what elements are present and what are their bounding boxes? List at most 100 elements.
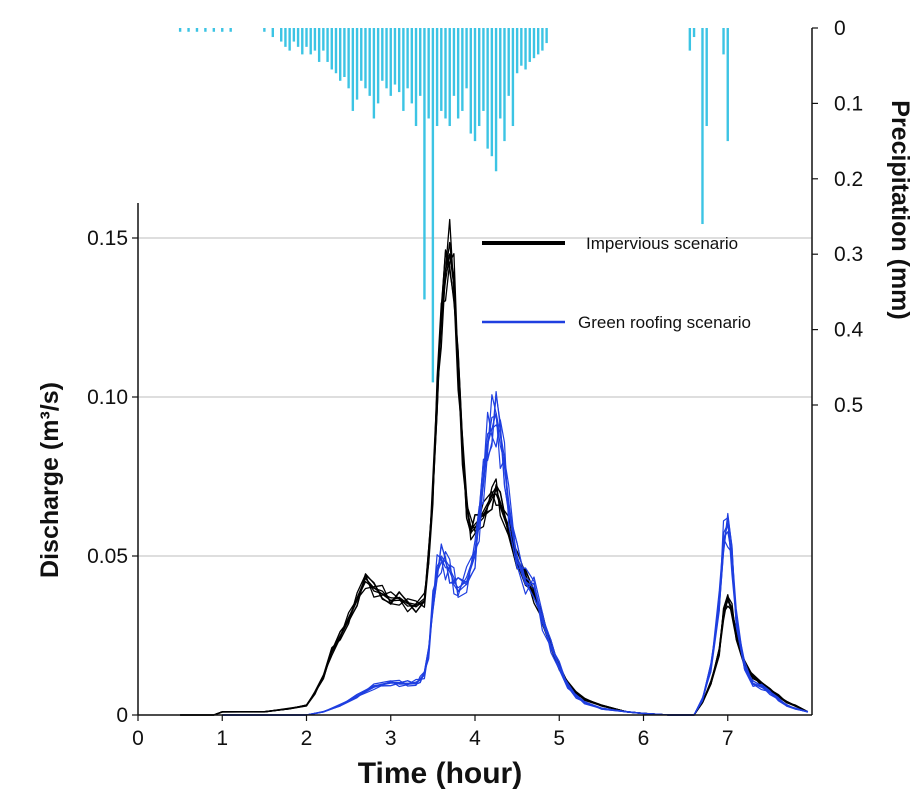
precipitation-bar: [334, 28, 338, 74]
precipitation-bar: [187, 28, 190, 32]
precipitation-bar: [229, 28, 232, 32]
precipitation-bar: [313, 28, 317, 51]
precipitation-bar: [536, 28, 540, 55]
precipitation-bar: [701, 28, 704, 225]
precipitation-bar: [339, 28, 342, 81]
precipitation-bar: [532, 28, 536, 59]
legend: Impervious scenario Green roofing scenar…: [482, 234, 751, 332]
series-line-green-roofing: [222, 411, 808, 716]
precipitation-bar: [452, 28, 456, 96]
precipitation-bar: [263, 28, 266, 32]
precipitation-bar: [284, 28, 287, 47]
precipitation-bar: [221, 28, 224, 32]
precipitation-bar: [305, 28, 308, 47]
precipitation-bar: [372, 28, 376, 119]
precipitation-bar: [478, 28, 481, 127]
gridlines: [138, 237, 812, 557]
precipitation-bar: [486, 28, 489, 149]
y2-axis-title: Precipitation (mm): [886, 100, 914, 319]
precipitation-bar: [381, 28, 384, 81]
precipitation-bar: [469, 28, 472, 134]
y2-tick-label: 0.5: [834, 394, 863, 417]
precipitation-bar: [499, 28, 502, 119]
precipitation-bar: [292, 28, 296, 42]
precipitation-bar: [360, 28, 363, 81]
precipitation-bar: [393, 28, 397, 85]
precipitation-bar: [368, 28, 371, 96]
series-line-impervious: [180, 249, 809, 716]
precipitation-bar: [296, 28, 300, 47]
precipitation-bar: [397, 28, 401, 93]
series-line-impervious: [180, 253, 809, 716]
x-tick-label: 5: [553, 727, 565, 750]
precipitation-bar: [726, 28, 729, 142]
series-line-green-roofing: [222, 415, 808, 716]
y2-tick-label: 0.2: [834, 168, 863, 191]
series-line-green-roofing: [222, 412, 808, 716]
x-tick-label: 6: [638, 727, 650, 750]
precipitation-bar: [511, 28, 515, 127]
precipitation-bar: [322, 28, 325, 51]
precipitation-bar: [520, 28, 523, 66]
y2-tick-label: 0: [834, 17, 846, 40]
precipitation-bar: [423, 28, 426, 300]
y2-tick-label: 0.4: [834, 319, 864, 342]
precipitation-bar: [431, 28, 435, 383]
legend-label-green-roofing: Green roofing scenario: [578, 313, 751, 332]
y2-tick-label: 0.3: [834, 243, 863, 266]
precipitation-bar: [528, 28, 531, 62]
x-axis-title: Time (hour): [358, 757, 522, 790]
precipitation-bar: [385, 28, 388, 89]
x-tick-label: 4: [469, 727, 481, 750]
precipitation-bar: [444, 28, 447, 119]
precipitation-bar: [473, 28, 477, 142]
x-tick-label: 0: [132, 727, 144, 750]
precipitation-bar: [541, 28, 544, 51]
y-tick-label: 0.15: [87, 227, 128, 250]
precipitation-bar: [212, 28, 216, 32]
y-axis-title: Discharge (m³/s): [36, 382, 64, 578]
precipitation-bar: [280, 28, 283, 42]
precipitation-bar: [427, 28, 430, 119]
precipitation-bar: [309, 28, 312, 55]
precipitation-bar: [326, 28, 329, 62]
precipitation-bar: [414, 28, 418, 127]
precipitation-bar: [410, 28, 414, 104]
series-line-green-roofing: [222, 394, 808, 716]
precipitation-bar: [448, 28, 451, 127]
precipitation-bar: [490, 28, 494, 157]
legend-label-impervious: Impervious scenario: [586, 234, 738, 253]
precipitation-bar: [435, 28, 439, 127]
precipitation-bar: [494, 28, 498, 172]
precipitation-bar: [461, 28, 464, 111]
precipitation-bar: [515, 28, 519, 74]
y-tick-label: 0: [116, 704, 128, 727]
precipitation-bar: [271, 28, 274, 38]
precipitation-bar: [545, 28, 548, 44]
precipitation-bar: [705, 28, 708, 127]
y2-tick-label: 0.1: [834, 92, 863, 115]
precipitation-bar: [440, 28, 443, 111]
x-tick-label: 1: [216, 727, 228, 750]
precipitation-bar: [465, 28, 468, 89]
precipitation-bar: [456, 28, 460, 119]
precipitation-bar: [406, 28, 409, 89]
precipitation-bar: [376, 28, 380, 104]
x-tick-label: 2: [301, 727, 313, 750]
precipitation-bar: [364, 28, 367, 89]
precipitation-bar: [288, 28, 291, 51]
precipitation-bar: [330, 28, 333, 70]
tick-labels: 0 1 2 3 4 5 6 7 0 0.05 0.10 0.15 0 0.1 0.2 0.3 0.4 0.5: [87, 17, 863, 750]
precipitation-bar: [692, 28, 696, 38]
precipitation-bar: [347, 28, 350, 89]
x-tick-label: 7: [722, 727, 734, 750]
precipitation-bar: [722, 28, 725, 55]
discharge-series: [180, 218, 809, 716]
precipitation-bar: [389, 28, 392, 96]
precipitation-bar: [301, 28, 304, 55]
precipitation-bar: [195, 28, 199, 32]
series-line-green-roofing: [222, 424, 808, 716]
precipitation-bar: [482, 28, 485, 111]
precipitation-bar: [355, 28, 359, 100]
precipitation-bar: [402, 28, 405, 111]
